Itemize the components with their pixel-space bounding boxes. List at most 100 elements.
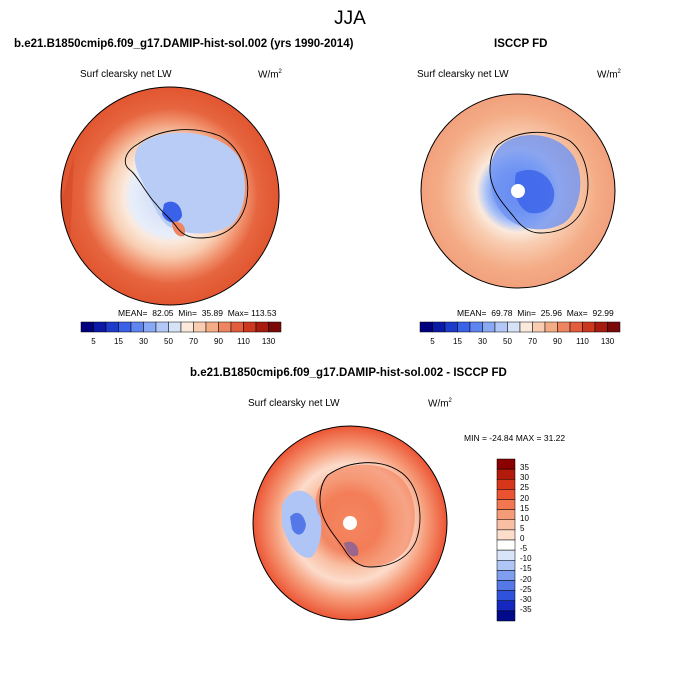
panel1-stats: MEAN= 82.05 Min= 35.89 Max= 113.53 (118, 308, 277, 318)
panel3-variable: Surf clearsky net LW (248, 398, 340, 409)
colorbar-tick-label: -10 (520, 554, 532, 564)
colorbar-swatch (193, 321, 207, 333)
colorbar-swatch (496, 519, 516, 531)
panel1-header: b.e21.B1850cmip6.f09_g17.DAMIP-hist-sol.… (14, 38, 354, 50)
colorbar-swatch (544, 321, 558, 333)
colorbar-tick-label: 110 (237, 337, 250, 346)
map3-coastline (319, 462, 421, 568)
colorbar-swatch (496, 468, 516, 480)
map2-coastline (489, 131, 589, 234)
colorbar-swatch (569, 321, 583, 333)
colorbar-tick-label: 35 (520, 463, 529, 473)
colorbar-swatch (469, 321, 483, 333)
map1-coastline (124, 129, 249, 239)
colorbar-swatch (268, 321, 282, 333)
colorbar-obs (419, 321, 621, 333)
colorbar-swatch (496, 479, 516, 490)
colorbar-swatch (130, 321, 144, 333)
panel1-units: W/m2 (258, 69, 282, 81)
colorbar-tick-label: -5 (520, 544, 528, 554)
colorbar-swatch (155, 321, 169, 333)
colorbar-tick-label: 30 (139, 337, 148, 346)
colorbar-swatch (496, 580, 516, 591)
colorbar-swatch (519, 321, 533, 333)
panel2-stats: MEAN= 69.78 Min= 25.96 Max= 92.99 (457, 308, 614, 318)
panel2-units: W/m2 (597, 69, 621, 81)
panel3-header: b.e21.B1850cmip6.f09_g17.DAMIP-hist-sol.… (190, 367, 507, 379)
colorbar-tick-label: 50 (164, 337, 173, 346)
colorbar-tick-label: 25 (520, 483, 529, 493)
colorbar-swatch (205, 321, 219, 333)
colorbar-swatch (496, 499, 516, 510)
colorbar-tick-label: 5 (520, 523, 525, 533)
map1-antarctica-field (134, 132, 245, 234)
colorbar-swatch (432, 321, 446, 333)
colorbar-swatch (80, 321, 94, 333)
colorbar-tick-label: 15 (114, 337, 123, 346)
colorbar-swatch (93, 321, 107, 333)
colorbar-tick-label: 50 (503, 337, 512, 346)
map3-pole-mask (343, 516, 357, 530)
colorbar-swatch (496, 489, 516, 500)
map-difference (252, 425, 448, 621)
colorbar-swatch (507, 321, 521, 333)
colorbar-swatch (607, 321, 621, 333)
map-model (60, 86, 280, 306)
colorbar-swatch (496, 549, 516, 561)
colorbar-swatch (496, 570, 516, 581)
colorbar-swatch (494, 321, 508, 333)
colorbar-tick-label: 0 (520, 534, 525, 543)
colorbar-tick-label: 130 (261, 337, 276, 346)
colorbar-swatch (496, 529, 516, 541)
colorbar-swatch (557, 321, 571, 333)
colorbar-tick-label: 20 (520, 493, 529, 503)
colorbar-swatch (532, 321, 546, 333)
map2-border (420, 93, 616, 289)
colorbar-swatch (419, 321, 433, 333)
panel3-minmax: MIN = -24.84 MAX = 31.22 (464, 433, 566, 443)
colorbar-tick-label: 130 (600, 337, 615, 346)
colorbar-swatch (105, 321, 119, 333)
panel1-variable: Surf clearsky net LW (80, 69, 172, 80)
colorbar-swatch (582, 321, 596, 333)
map3-border (252, 425, 448, 621)
colorbar-swatch (457, 321, 471, 333)
colorbar-tick-label: 10 (520, 513, 529, 523)
colorbar-swatch (482, 321, 496, 333)
colorbar-tick-label: -30 (520, 594, 532, 604)
colorbar-tick-label: 90 (214, 337, 223, 346)
colorbar-swatch (496, 610, 516, 622)
panel2-variable: Surf clearsky net LW (417, 69, 509, 80)
figure-title: JJA (334, 8, 366, 29)
colorbar-swatch (496, 600, 516, 612)
colorbar-swatch (444, 321, 458, 333)
colorbar-tick-label: 70 (189, 337, 198, 346)
colorbar-tick-label: 5 (430, 337, 435, 346)
colorbar-difference (496, 458, 516, 622)
colorbar-tick-label: -35 (520, 604, 532, 614)
colorbar-swatch (255, 321, 269, 333)
colorbar-swatch (143, 321, 157, 333)
colorbar-swatch (243, 321, 257, 333)
colorbar-swatch (168, 321, 182, 333)
colorbar-swatch (496, 509, 516, 520)
colorbar-tick-label: 5 (91, 337, 96, 346)
colorbar-tick-label: -25 (520, 584, 532, 594)
colorbar-tick-label: 110 (576, 337, 589, 346)
map2-pole-mask (511, 184, 525, 198)
colorbar-swatch (118, 321, 132, 333)
panel2-header: ISCCP FD (494, 38, 548, 50)
colorbar-swatch (594, 321, 608, 333)
colorbar-swatch (218, 321, 232, 333)
colorbar-swatch (496, 539, 516, 551)
colorbar-tick-label: 30 (520, 473, 529, 483)
colorbar-swatch (230, 321, 244, 333)
colorbar-tick-label: 15 (453, 337, 462, 346)
colorbar-swatch (496, 458, 516, 470)
colorbar-tick-label: 90 (553, 337, 562, 346)
map1-border (60, 86, 280, 306)
colorbar-tick-label: -15 (520, 564, 532, 574)
colorbar-swatch (496, 590, 516, 601)
colorbar-tick-label: 70 (528, 337, 537, 346)
colorbar-tick-label: 15 (520, 503, 529, 513)
